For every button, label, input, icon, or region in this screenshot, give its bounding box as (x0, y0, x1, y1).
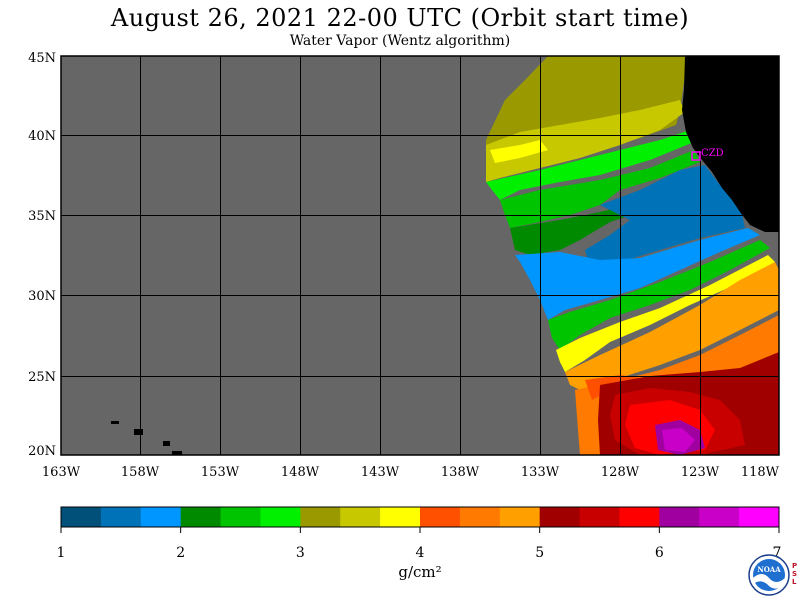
longitude-labels: 163W 158W 153W 148W 143W 138W 133W 128W 123W 118W (42, 465, 780, 480)
psl-logo-text: PSL (792, 562, 798, 586)
band-green-dark (510, 205, 640, 255)
island (163, 441, 170, 446)
latitude-label: 35N (28, 209, 56, 224)
latitude-label: 25N (28, 370, 56, 385)
colorbar-tick-label: 3 (296, 545, 305, 561)
latitude-label: 30N (28, 289, 56, 304)
longitude-label: 153W (201, 465, 240, 480)
water-vapor-field (111, 56, 779, 455)
colorbar-tick-label: 2 (176, 545, 185, 561)
station-label: CZD (701, 148, 724, 159)
latitude-labels: 45N 40N 35N 30N 25N 20N (28, 51, 56, 459)
map-subtitle: Water Vapor (Wentz algorithm) (289, 33, 511, 49)
colorbar-swatch (380, 507, 421, 527)
colorbar-swatch (739, 507, 780, 527)
colorbar-swatch (659, 507, 700, 527)
longitude-label: 158W (121, 465, 160, 480)
band-yellow-bright (490, 140, 548, 163)
band-blue-bright (515, 228, 760, 320)
colorbar-swatch (180, 507, 222, 527)
latitude-label: 20N (28, 444, 56, 459)
colorbar (60, 506, 780, 528)
colorbar-swatch (140, 507, 182, 527)
colorbar-swatch (699, 507, 740, 527)
colorbar-swatch (61, 507, 102, 527)
island (134, 429, 143, 435)
map-frame (60, 55, 780, 456)
grid-lines (61, 56, 779, 455)
colorbar-swatch (459, 507, 501, 527)
longitude-label: 123W (681, 465, 720, 480)
latitude-label: 40N (28, 129, 56, 144)
longitude-label: 118W (741, 465, 780, 480)
island (172, 451, 182, 455)
colorbar-units: g/cm² (398, 563, 441, 581)
colorbar-swatch (260, 507, 301, 527)
longitude-label: 143W (361, 465, 400, 480)
colorbar-tick-label: 6 (655, 545, 664, 561)
colorbar-swatch (100, 507, 142, 527)
colorbar-swatch (420, 507, 461, 527)
band-yellow-2 (556, 255, 775, 372)
noaa-logo-text: NOAA (757, 565, 781, 574)
colorbar-swatch (539, 507, 581, 527)
longitude-label: 133W (521, 465, 560, 480)
latitude-label: 45N (28, 51, 56, 66)
colorbar-swatch (499, 507, 541, 527)
land-area (682, 56, 779, 232)
colorbar-swatch (340, 507, 381, 527)
band-orange-1 (565, 262, 779, 390)
map-title: August 26, 2021 22-00 UTC (Orbit start t… (110, 4, 690, 32)
colorbar-tick-label: 5 (535, 545, 544, 561)
colorbar-tick-label: 1 (57, 545, 66, 561)
longitude-label: 128W (601, 465, 640, 480)
colorbar-tick-label: 7 (773, 545, 782, 561)
longitude-label: 138W (441, 465, 480, 480)
colorbar-swatch (300, 507, 341, 527)
colorbar-swatch (619, 507, 660, 527)
noaa-logo: NOAA (748, 554, 790, 596)
band-green-bright (486, 130, 694, 200)
longitude-label: 163W (42, 465, 81, 480)
colorbar-tick-label: 4 (416, 545, 425, 561)
longitude-label: 148W (281, 465, 320, 480)
band-green-mid (500, 150, 700, 228)
band-magenta (662, 428, 695, 452)
band-blue-dark (585, 165, 745, 268)
colorbar-swatch (220, 507, 261, 527)
colorbar-swatch (579, 507, 620, 527)
island (111, 421, 119, 424)
station-marker (691, 151, 701, 161)
band-yellow (486, 100, 685, 182)
colorbar-ticks: 1 2 3 4 5 6 7 (57, 527, 782, 561)
